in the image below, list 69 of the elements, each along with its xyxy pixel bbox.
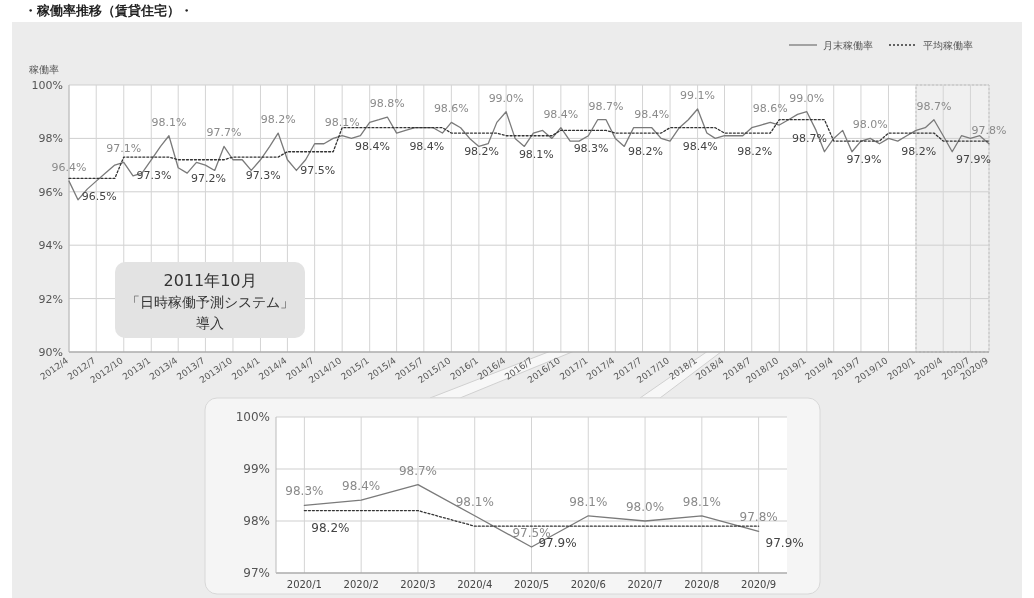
data-label: 98.7% <box>588 99 624 113</box>
y-axis-title: 稼働率 <box>29 64 59 75</box>
y-tick-label: 100% <box>31 79 63 92</box>
data-label: 98.6% <box>752 102 788 116</box>
x-tick-label: 2020/7 <box>627 579 663 590</box>
data-label: 98.7% <box>398 463 438 478</box>
data-label: 98.2% <box>628 145 664 159</box>
y-tick-label: 98% <box>38 132 63 146</box>
x-tick-label: 2020/4 <box>457 579 493 590</box>
data-label: 98.0% <box>625 500 665 514</box>
data-label: 98.7% <box>792 131 827 145</box>
data-label: 98.4% <box>409 139 445 153</box>
chart-title: ・稼働率推移（賃貸住宅）・ <box>24 3 193 18</box>
y-tick-label: 96% <box>38 185 63 199</box>
legend-label: 平均稼働率 <box>923 40 973 51</box>
data-label: 98.4% <box>682 139 718 153</box>
data-label: 97.1% <box>106 142 142 156</box>
data-label: 97.9% <box>765 536 804 551</box>
data-label: 98.1% <box>324 115 360 129</box>
data-label: 98.6% <box>433 102 469 116</box>
data-label: 98.1% <box>151 115 187 129</box>
y-tick-label: 97% <box>243 566 270 580</box>
data-label: 98.1% <box>682 494 721 509</box>
y-tick-label: 94% <box>38 239 63 253</box>
data-label: 98.4% <box>634 107 670 121</box>
data-label: 97.8% <box>739 510 778 525</box>
y-tick-label: 99% <box>243 462 270 476</box>
data-label: 98.0% <box>852 118 888 132</box>
x-tick-label: 2020/2 <box>343 579 379 590</box>
x-tick-label: 2020/6 <box>570 579 606 590</box>
data-label: 99.0% <box>488 91 524 105</box>
data-label: 97.3% <box>136 169 172 183</box>
data-label: 98.2% <box>260 113 296 127</box>
data-label: 98.4% <box>354 139 390 153</box>
x-tick-label: 2020/8 <box>684 579 720 590</box>
data-label: 98.4% <box>543 107 579 121</box>
annotation: 2011年10月「日時稼働予測システム」導入 <box>126 271 294 331</box>
data-label: 99.0% <box>789 91 825 105</box>
data-label: 98.4% <box>342 479 381 494</box>
data-label: 97.2% <box>190 171 226 185</box>
data-label: 98.1% <box>569 494 608 509</box>
data-label: 97.3% <box>245 169 281 183</box>
x-tick-label: 2020/9 <box>741 579 777 590</box>
y-tick-label: 90% <box>38 346 63 359</box>
data-label: 97.5% <box>300 163 336 177</box>
data-label: 98.1% <box>518 147 554 161</box>
data-label: 97.8% <box>971 123 1007 137</box>
data-label: 98.2% <box>464 145 500 159</box>
data-label: 96.4% <box>51 161 87 175</box>
data-label: 98.3% <box>573 142 609 156</box>
x-tick-label: 2020/1 <box>286 579 322 590</box>
data-label: 97.9% <box>846 153 882 167</box>
data-label: 98.3% <box>285 484 324 499</box>
data-label: 98.1% <box>455 494 494 509</box>
y-tick-label: 98% <box>243 514 270 528</box>
data-label: 97.7% <box>206 126 242 140</box>
legend-label: 月末稼働率 <box>823 40 873 51</box>
y-tick-label: 92% <box>38 292 63 306</box>
y-tick-label: 100% <box>235 410 270 424</box>
data-label: 97.9% <box>956 153 991 167</box>
x-tick-label: 2020/3 <box>400 579 436 590</box>
data-label: 98.2% <box>901 145 937 159</box>
data-label: 96.5% <box>81 190 117 204</box>
data-label: 98.8% <box>369 97 405 111</box>
data-label: 98.2% <box>311 520 350 535</box>
data-label: 99.1% <box>680 89 716 103</box>
x-tick-label: 2020/5 <box>513 579 550 590</box>
data-label: 98.2% <box>737 145 773 159</box>
data-label: 98.7% <box>916 99 952 113</box>
